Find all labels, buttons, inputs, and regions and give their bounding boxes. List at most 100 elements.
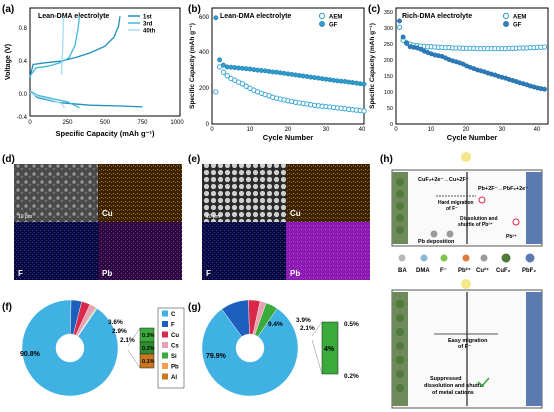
a-xlabel: Specific Capacity (mAh g⁻¹): [56, 129, 155, 138]
legend-label-cs: Cs: [171, 344, 179, 350]
key-pbf2: PbF₂: [522, 268, 536, 274]
point-aem-3: [220, 69, 227, 75]
a-xtick-750: 750: [137, 120, 148, 126]
point-gf-42: [542, 86, 547, 92]
forbidden-icon: [478, 196, 486, 204]
g-label-2.1: 2.1%: [300, 325, 315, 332]
panel-b-frame: [211, 7, 365, 125]
dissolution-line1: Dissolution and: [460, 216, 498, 222]
legend-label-3rd: 3rd: [143, 22, 153, 28]
e-f-label: F: [206, 269, 211, 278]
legend-label-al: Al: [171, 375, 177, 381]
legend-label-gf-c: GF: [513, 23, 522, 29]
key-pb: Pb²⁺: [458, 267, 471, 274]
c-ytick-100: 100: [384, 90, 393, 96]
b-ytick-400: 400: [199, 50, 210, 56]
bottom-anode: [526, 292, 542, 406]
e-sem-image: [202, 164, 286, 222]
c-xtick-40: 40: [534, 127, 541, 133]
key-f-icon: [440, 254, 448, 262]
bottom-cathode-particles: [396, 300, 404, 392]
legend-label-aem: AEM: [329, 15, 342, 21]
legend-label-aem-c: AEM: [513, 15, 526, 21]
point-aem-1: [213, 89, 219, 95]
e-cu-map: [286, 164, 370, 222]
point-gf-1: [397, 18, 402, 24]
a-xtick-500: 500: [100, 120, 111, 126]
panel-b-label: (b): [188, 4, 201, 15]
g-bar: [321, 321, 339, 375]
pie-f: [21, 299, 119, 397]
f-bar-al: [139, 353, 155, 369]
f-connector-bottom: [127, 349, 141, 369]
g-bar-label-0.2: 0.2%: [344, 373, 359, 380]
b-xtick-20: 20: [285, 127, 292, 133]
a-ytick--0.4: -0.4: [17, 115, 28, 121]
point-gf-1: [213, 15, 219, 21]
panel-b-title: Lean-DMA electrolyte: [220, 13, 291, 20]
c-xtick-10: 10: [428, 127, 435, 133]
suppressed-2: dissolution and shuttle: [424, 383, 484, 389]
panel-c-frame: [395, 7, 549, 125]
legend-swatch-c: [162, 310, 168, 317]
d-pb-label: Pb: [102, 269, 112, 278]
panel-c-label: (c): [368, 4, 380, 15]
legend-label-si: Si: [171, 354, 177, 360]
c-xtick-0: 0: [394, 127, 398, 133]
dissolution-line2: shuttle of Pb²⁺: [458, 222, 493, 228]
d-f-map: [14, 222, 98, 280]
panel-f-label: (f): [2, 302, 12, 313]
d-cu-map: [98, 164, 182, 222]
c-ytick-0: 0: [390, 122, 393, 128]
a-ytick-0.0: 0.0: [19, 92, 28, 98]
legend-marker-gf: [319, 21, 325, 27]
d-sem-image: [14, 164, 98, 222]
c-ytick-50: 50: [387, 106, 393, 112]
a-ytick-0.4: 0.4: [19, 59, 28, 65]
point-aem-1: [396, 24, 403, 30]
panel-c-chart: (c) Rich-DMA electrolyte AEM GF 0 50 100…: [368, 4, 549, 142]
point-gf-2: [217, 57, 223, 63]
check-icon: [477, 377, 490, 388]
b-xlabel: Cycle Number: [263, 133, 314, 142]
hard-migration-of: of F⁻: [446, 206, 458, 212]
b-xtick-10: 10: [247, 127, 254, 133]
key-cu: Cu²⁺: [476, 267, 489, 274]
legend-label-40th: 40th: [143, 29, 156, 35]
point-gf-2: [400, 34, 406, 40]
e-scale-text: 10 μm: [206, 214, 220, 220]
series-line-3rd-4: [29, 90, 80, 109]
series-line-3rd-1: [29, 16, 81, 77]
f-bar-label-0.2: 0.2%: [142, 346, 155, 352]
legend-marker-aem-c: [502, 12, 510, 20]
top-bulb-icon: [461, 152, 471, 162]
key-pbf2-icon: [525, 253, 535, 263]
c-ytick-250: 250: [384, 42, 393, 48]
g-connector-bottom: [311, 339, 323, 375]
c-xlabel: Cycle Number: [447, 133, 498, 142]
legend-marker-gf-c: [503, 21, 509, 27]
point-aem-8: [239, 81, 246, 87]
pie-slice-6: [77, 307, 98, 337]
legend-swatch-f: [162, 321, 168, 327]
panel-a-title: Lean-DMA electrolyte: [38, 13, 109, 20]
easy-migration: Easy migration: [448, 338, 488, 344]
b-ytick-600: 600: [199, 15, 210, 21]
panel-c-series-group: [396, 18, 548, 92]
pb2-label: Pb²⁺: [506, 234, 517, 240]
point-gf-40: [361, 81, 367, 87]
legend-swatch-cu: [162, 331, 168, 338]
pb-ion-icon: [430, 230, 438, 238]
easy-migration-of: of F⁻: [458, 344, 471, 350]
bottom-bulb-icon: [461, 279, 471, 289]
key-dma: DMA: [416, 268, 430, 274]
panel-b-legend: AEM GF: [318, 12, 342, 29]
f-bar-label-0.3: 0.3%: [142, 333, 155, 339]
panel-c-title: Rich-DMA electrolyte: [402, 13, 472, 20]
legend-label-gf: GF: [329, 23, 338, 29]
composition-pies: (f) 90.8% 3.6% 2.9% 2.1% 0.3% 0.2% 0.1% …: [2, 299, 359, 397]
pie-slice-4: [254, 302, 278, 337]
suppressed-1: Suppressed: [430, 376, 461, 382]
panel-a-frame: [29, 7, 181, 117]
top-cathode-particles: [396, 178, 404, 234]
